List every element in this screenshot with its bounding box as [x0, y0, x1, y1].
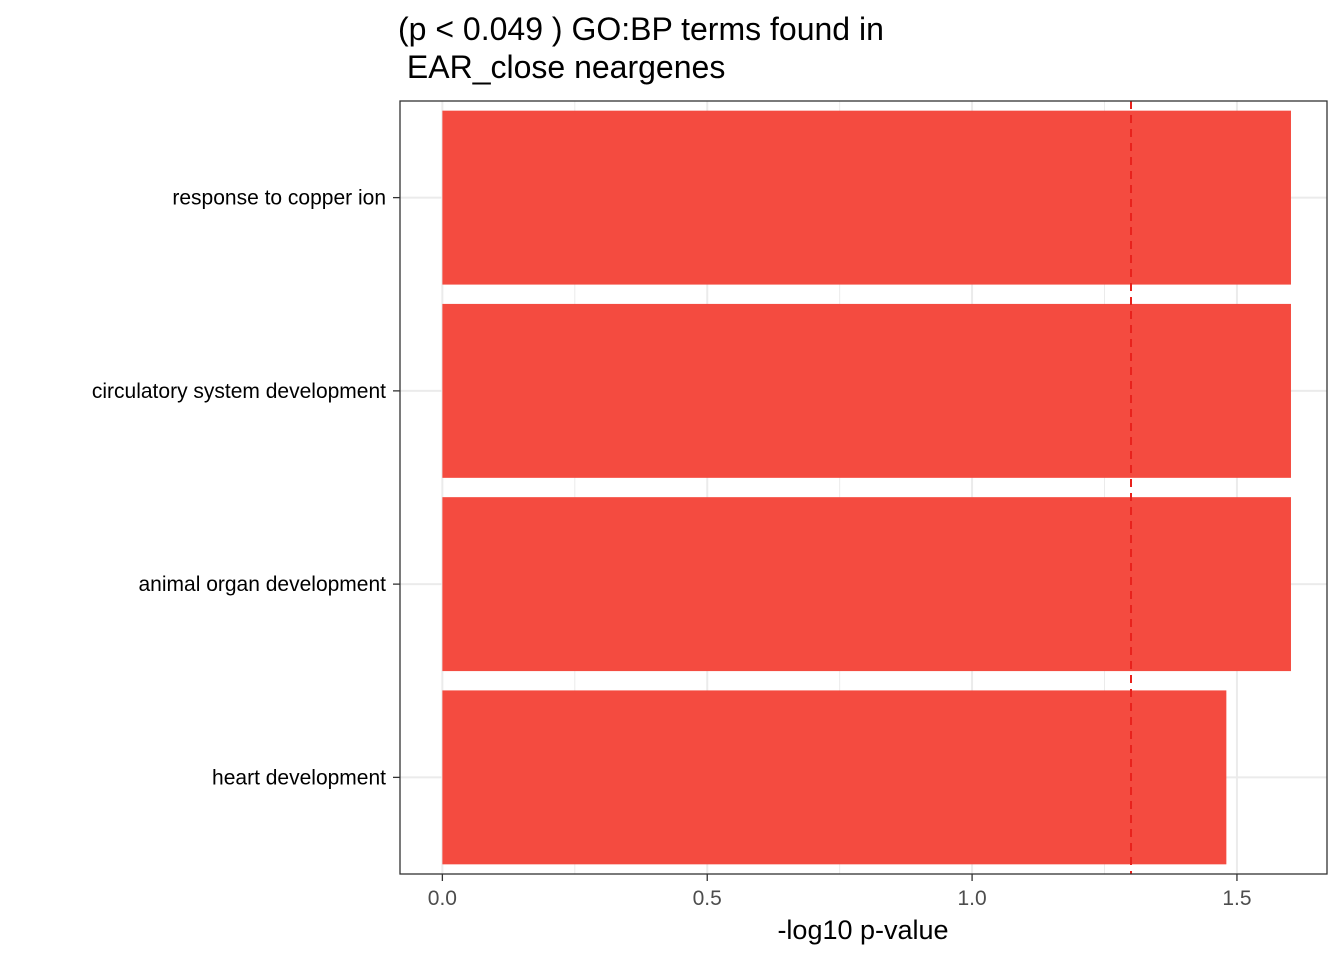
x-tick-label: 0.5 [693, 887, 722, 910]
y-axis: response to copper ion circulatory system… [92, 187, 400, 789]
bar [442, 110, 1291, 285]
bar [442, 690, 1227, 865]
bars [442, 110, 1291, 865]
chart-title-line-2: EAR_close neargenes [398, 49, 725, 85]
x-tick-label: 1.0 [957, 887, 986, 910]
bar [442, 497, 1291, 672]
x-tick-label: 0.0 [428, 887, 457, 910]
panel-border [399, 100, 1328, 875]
chart-title-line-1: (p < 0.049 ) GO:BP terms found in [398, 11, 884, 47]
x-tick-label: 1.5 [1222, 887, 1251, 910]
y-tick-label: animal organ development [139, 573, 387, 596]
x-axis-title: -log10 p-value [777, 915, 948, 945]
x-axis: 0.0 0.5 1.0 1.5 [428, 874, 1252, 910]
y-tick-label: heart development [212, 766, 386, 789]
bar [442, 303, 1291, 478]
y-tick-label: circulatory system development [92, 380, 386, 403]
y-tick-label: response to copper ion [172, 187, 386, 210]
